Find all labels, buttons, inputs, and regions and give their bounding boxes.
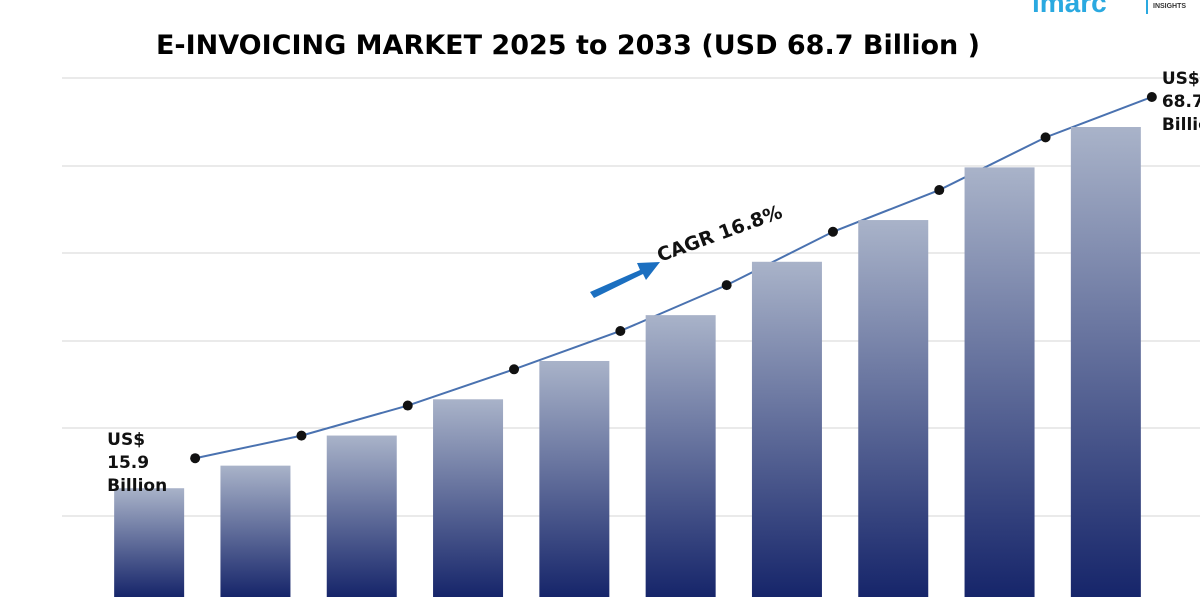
trend-point <box>1040 132 1051 143</box>
cagr-annotation: CAGR 16.8% <box>654 201 785 267</box>
bar <box>1070 127 1141 597</box>
bar <box>539 360 610 597</box>
trend-point <box>402 400 413 411</box>
trend-point <box>296 430 307 441</box>
value-label: US$ 68.7 Billion <box>1161 69 1200 135</box>
brand-tagline: INSIGHTS <box>1153 3 1186 10</box>
bar <box>114 488 185 597</box>
bar <box>220 465 291 597</box>
cagr-arrow <box>590 262 660 298</box>
bar <box>645 315 716 597</box>
bar <box>858 220 929 597</box>
bar <box>326 435 397 597</box>
trend-point <box>190 453 201 464</box>
trend-point <box>827 226 838 237</box>
bar <box>751 261 822 597</box>
trend-point <box>615 325 626 336</box>
value-label: US$ 15.9 Billion <box>107 430 168 497</box>
brand-name: imarc <box>1032 0 1107 18</box>
trend-point <box>1146 92 1157 102</box>
trend-point <box>721 280 732 291</box>
bar <box>964 167 1035 598</box>
bar <box>433 399 504 597</box>
chart-title: E-INVOICING MARKET 2025 to 2033 (USD 68.… <box>156 30 980 61</box>
trend-line <box>194 96 1153 460</box>
trend-point <box>934 185 945 196</box>
trend-point <box>509 364 520 375</box>
